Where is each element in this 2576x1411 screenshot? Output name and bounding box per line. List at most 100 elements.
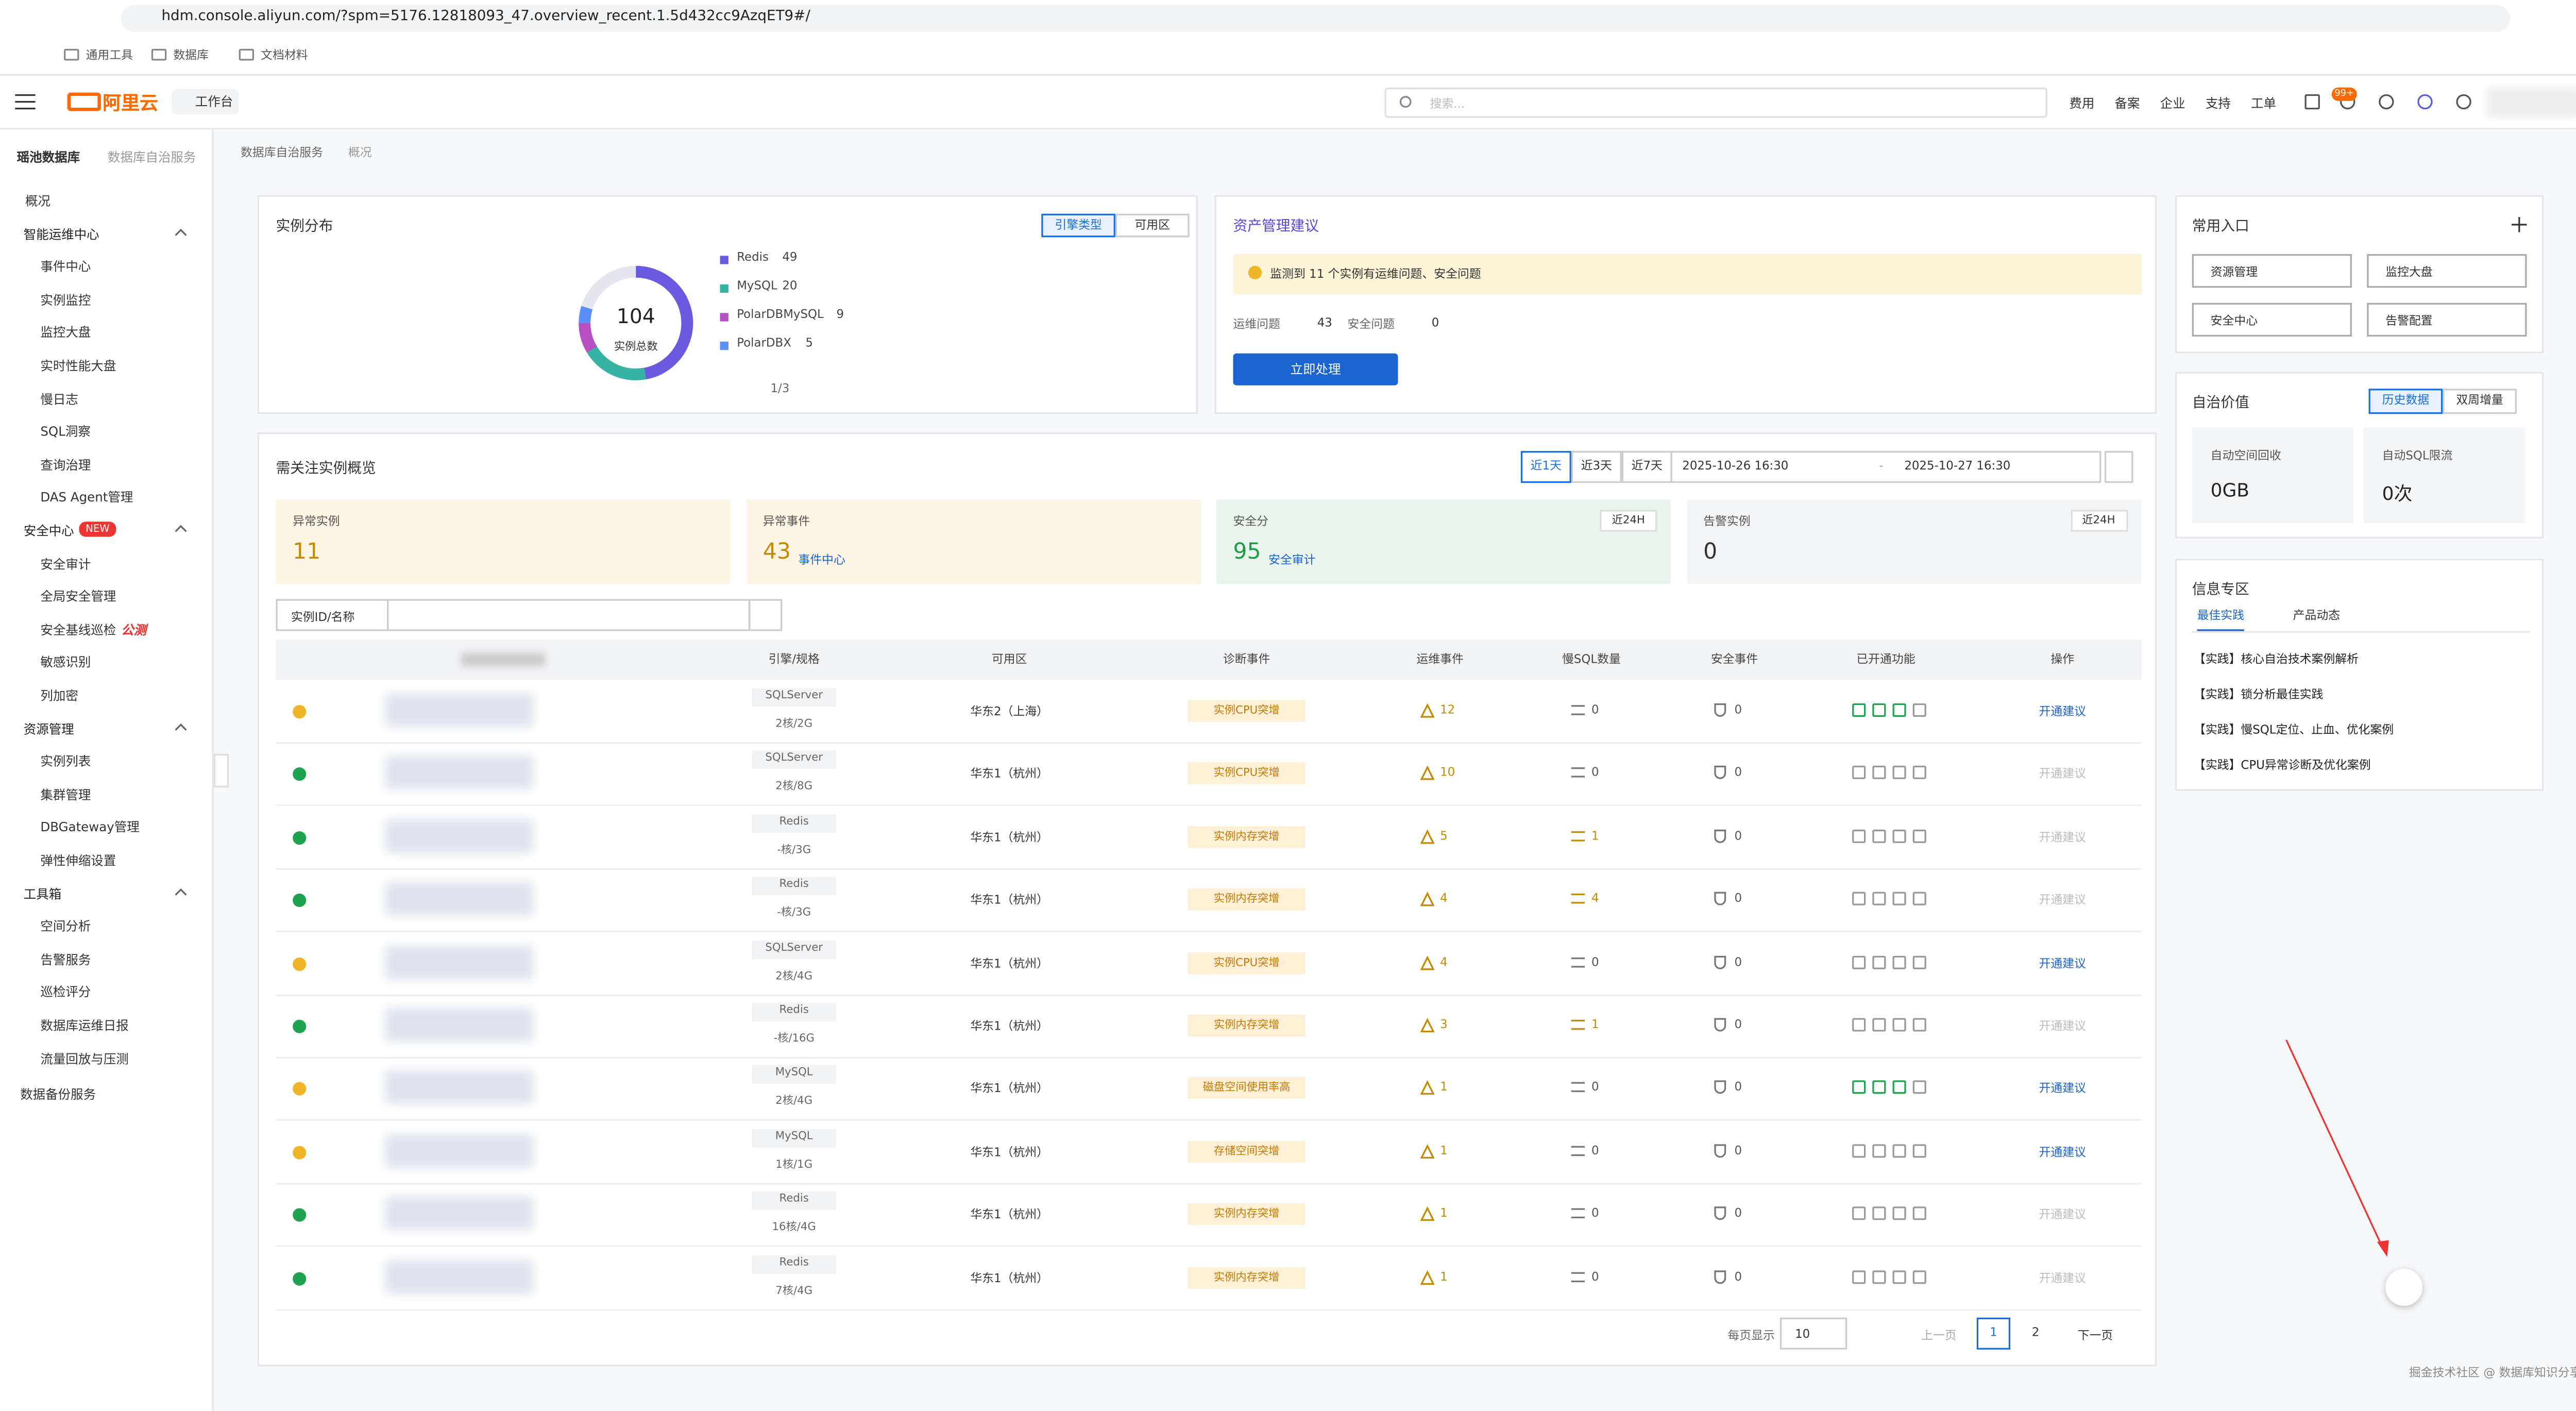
page[interactable]: 1	[1976, 1317, 2011, 1350]
action[interactable]: 开通建议	[2039, 705, 2086, 719]
nav-item[interactable]: 弹性伸缩设置	[40, 853, 116, 868]
diag-tag[interactable]: 实例CPU突增	[1188, 763, 1306, 785]
top-link[interactable]: 企业	[2160, 96, 2185, 111]
top-link[interactable]: 支持	[2205, 96, 2231, 111]
info-link[interactable]: 【实践】核心自治技术案例解析	[2193, 652, 2359, 667]
page[interactable]: 2	[2031, 1326, 2040, 1340]
nav-item[interactable]: 安全审计	[40, 556, 91, 572]
page-size[interactable]: 10	[1780, 1317, 1848, 1350]
collapse[interactable]	[213, 753, 229, 788]
nav-item[interactable]: 集群管理	[40, 787, 91, 802]
top-icon[interactable]	[2379, 94, 2394, 110]
toggle[interactable]: 引擎类型	[1041, 213, 1115, 238]
nav-item[interactable]: 慢日志	[40, 391, 78, 407]
next[interactable]: 下一页	[2077, 1329, 2113, 1343]
date-range[interactable]	[1670, 451, 2102, 483]
nav-group[interactable]: 智能运维中心	[23, 226, 99, 242]
action[interactable]: 开通建议	[2039, 1082, 2086, 1096]
info-link[interactable]: 【实践】慢SQL定位、止血、优化案例	[2193, 724, 2394, 737]
bookmark[interactable]: 数据库	[173, 48, 209, 62]
action[interactable]: 开通建议	[2039, 768, 2086, 782]
nav-group[interactable]: 工具箱	[23, 886, 62, 901]
action[interactable]: 开通建议	[2039, 894, 2086, 908]
diag-tag[interactable]: 实例内存突增	[1188, 826, 1306, 848]
action[interactable]: 开通建议	[2039, 1208, 2086, 1222]
filter-select[interactable]: 实例ID/名称	[276, 599, 389, 631]
column-header: 慢SQL数量	[1562, 652, 1621, 667]
nav-item[interactable]: 敏感识别	[40, 655, 91, 670]
shortcut[interactable]: 告警配置	[2367, 303, 2527, 337]
bookmark[interactable]: 文档材料	[261, 48, 308, 62]
nav-item[interactable]: 监控大盘	[40, 325, 91, 341]
tab[interactable]: 产品动态	[2293, 609, 2341, 623]
nav-item[interactable]: SQL洞察	[40, 424, 91, 440]
nav-item[interactable]: 数据库运维日报	[40, 1018, 129, 1033]
info-link[interactable]: 【实践】锁分析最佳实践	[2193, 688, 2324, 702]
nav-item[interactable]: 全局安全管理	[40, 589, 116, 604]
prev[interactable]: 上一页	[1921, 1329, 1957, 1343]
nav-item[interactable]: DBGateway管理	[40, 820, 140, 835]
nav-item[interactable]: 巡检评分	[40, 985, 91, 1000]
nav-item[interactable]: 查询治理	[40, 457, 91, 473]
nav-item[interactable]: 安全基线巡检	[40, 622, 116, 637]
workbench[interactable]: 工作台	[172, 89, 239, 115]
shortcut[interactable]: 资源管理	[2192, 254, 2352, 288]
diag-tag[interactable]: 实例内存突增	[1188, 1266, 1306, 1288]
toggle[interactable]: 双周增量	[2443, 389, 2517, 414]
nav-item[interactable]: 实例监控	[40, 292, 91, 308]
toggle[interactable]: 可用区	[1115, 213, 1190, 238]
nav-item[interactable]: DAS Agent管理	[40, 490, 133, 506]
info-link[interactable]: 【实践】CPU异常诊断及优化案例	[2193, 759, 2371, 772]
diag-tag[interactable]: 存储空间突增	[1188, 1140, 1306, 1163]
nav-group[interactable]: 资源管理	[23, 721, 74, 736]
range[interactable]: 近1天	[1520, 451, 1571, 483]
filter-input[interactable]	[387, 599, 751, 631]
nav-item[interactable]: 列加密	[40, 688, 78, 703]
diag-tag[interactable]: 实例内存突增	[1188, 888, 1306, 911]
action[interactable]: 开通建议	[2039, 956, 2086, 970]
action[interactable]: 开通建议	[2039, 1019, 2086, 1033]
shortcut[interactable]: 监控大盘	[2367, 254, 2527, 288]
range[interactable]: 近7天	[1621, 451, 1672, 483]
diag-tag[interactable]: 磁盘空间使用率高	[1188, 1078, 1306, 1100]
bookmark-icon	[64, 48, 79, 61]
shortcut[interactable]: 安全中心	[2192, 303, 2352, 337]
diag-tag[interactable]: 实例CPU突增	[1188, 700, 1306, 722]
nav-item[interactable]: 空间分析	[40, 919, 91, 934]
primary-button[interactable]: 立即处理	[1233, 353, 1398, 385]
action[interactable]: 开通建议	[2039, 831, 2086, 845]
crumb[interactable]: 数据库自治服务	[240, 146, 323, 160]
bookmark[interactable]: 通用工具	[86, 48, 133, 62]
pager[interactable]: 1/3	[770, 382, 790, 396]
float-button[interactable]	[2385, 1269, 2423, 1306]
diag-tag[interactable]: 实例内存突增	[1188, 1203, 1306, 1225]
nav-item[interactable]: 告警服务	[40, 952, 91, 967]
nav-item[interactable]: 流量回放与压测	[40, 1051, 129, 1066]
nav-item[interactable]: 事件中心	[40, 259, 91, 275]
top-link[interactable]: 备案	[2114, 96, 2140, 111]
nav-item[interactable]: 概况	[25, 193, 50, 209]
action[interactable]: 开通建议	[2039, 1271, 2086, 1285]
search[interactable]: 搜索...	[1384, 87, 2047, 118]
nav-item[interactable]: 实例列表	[40, 754, 91, 769]
diag-tag[interactable]: 实例CPU突增	[1188, 951, 1306, 974]
filter-search[interactable]	[749, 599, 783, 631]
top-icon[interactable]	[2456, 94, 2471, 110]
top-link[interactable]: 工单	[2250, 96, 2276, 111]
nav-group[interactable]: 安全中心	[23, 523, 74, 539]
card: 实例分布 引擎类型 可用区 Redis 49 MySQL 20 PolarDBMySQL 9 Po…	[257, 195, 1198, 414]
refresh[interactable]	[2104, 451, 2133, 483]
range[interactable]: 近3天	[1571, 451, 1622, 483]
action[interactable]: 开通建议	[2039, 1146, 2086, 1160]
diag-tag[interactable]: 实例内存突增	[1188, 1014, 1306, 1037]
toggle[interactable]: 历史数据	[2368, 389, 2443, 414]
tab[interactable]: 最佳实践	[2197, 608, 2244, 631]
top-icon[interactable]	[2304, 94, 2320, 110]
top-icon[interactable]	[2417, 94, 2433, 110]
side-crumb[interactable]: 瑶池数据库	[16, 149, 80, 165]
nav-item[interactable]: 实时性能大盘	[40, 358, 116, 374]
stat-link[interactable]: 安全审计	[1268, 553, 1316, 567]
nav-item[interactable]: 数据备份服务	[20, 1087, 96, 1103]
stat-link[interactable]: 事件中心	[798, 553, 845, 567]
top-link[interactable]: 费用	[2069, 96, 2095, 111]
